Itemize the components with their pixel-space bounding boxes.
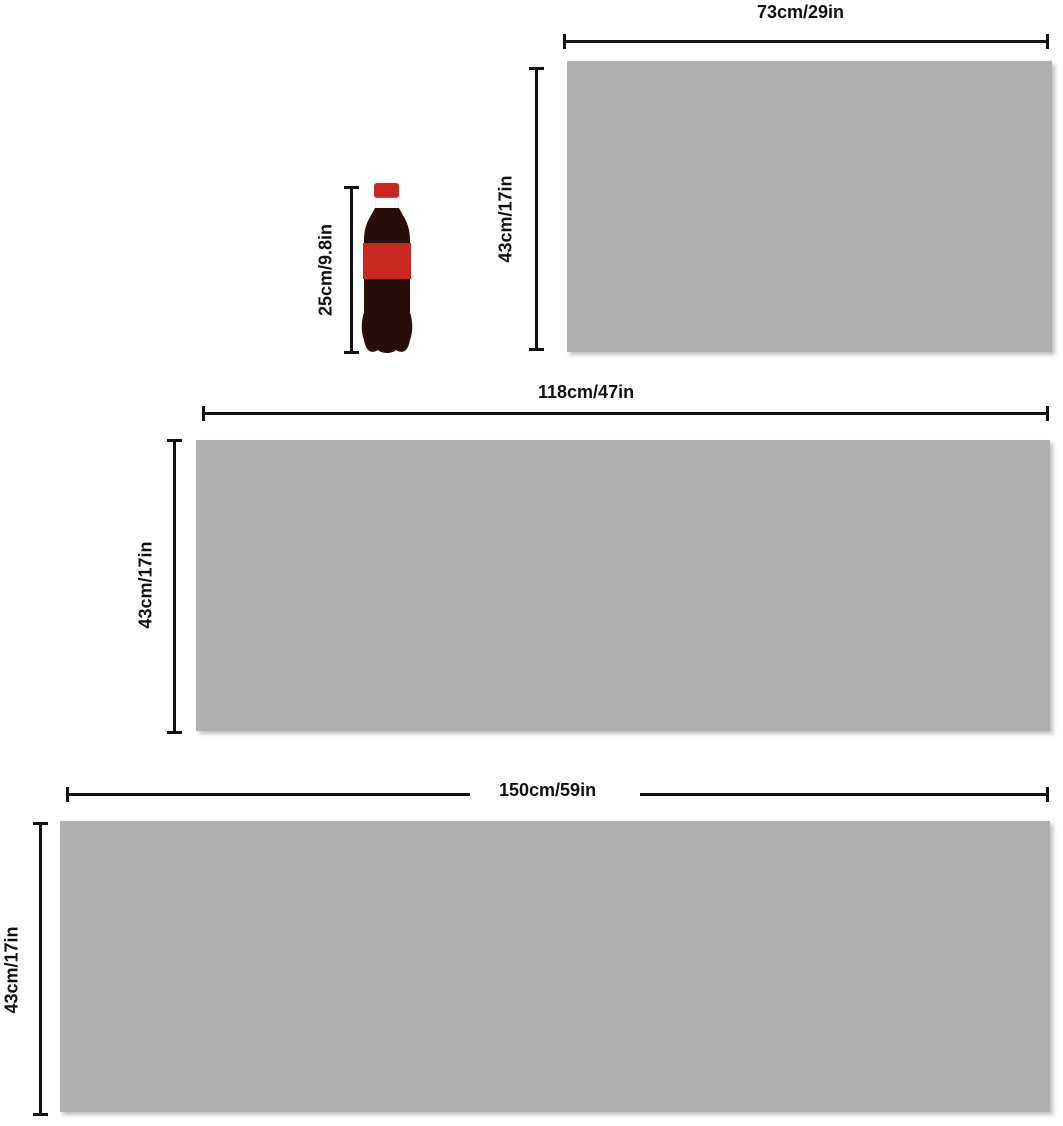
- panel-1-height-dimension-line: [529, 67, 544, 351]
- panel-2-width-label: 118cm/47in: [538, 382, 635, 402]
- panel-2: [196, 440, 1050, 731]
- bottle-height-label: 25cm/9.8in: [315, 223, 336, 317]
- panel-3-label-gap: [470, 785, 640, 805]
- panel-2-height-dimension-line: [167, 439, 182, 734]
- panel-1-width-label: 73cm/29in: [757, 2, 845, 22]
- panel-2-height-label: 43cm/17in: [135, 541, 156, 629]
- soda-bottle-icon: [361, 183, 413, 353]
- panel-1-height-label: 43cm/17in: [495, 175, 516, 263]
- panel-3-height-label: 43cm/17in: [1, 926, 22, 1014]
- panel-3-width-label: 150cm/59in: [499, 780, 597, 800]
- panel-2-width-dimension-line: [202, 406, 1049, 421]
- bottle-height-dimension-line: [344, 186, 359, 354]
- panel-1-width-dimension-line: [563, 34, 1049, 49]
- panel-3-height-dimension-line: [33, 822, 48, 1116]
- panel-3: [60, 821, 1050, 1112]
- panel-1: [567, 61, 1052, 352]
